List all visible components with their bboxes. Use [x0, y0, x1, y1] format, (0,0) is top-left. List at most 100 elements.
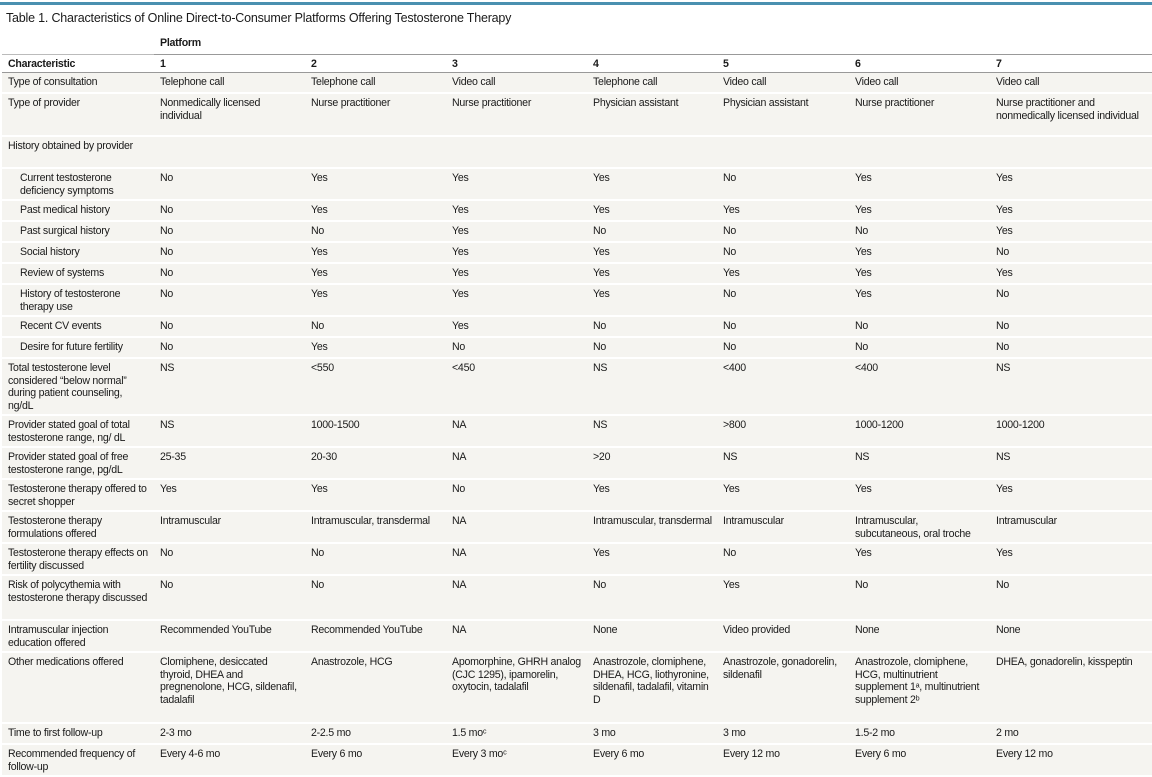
cell-platform-7: Yes — [990, 543, 1152, 576]
cell-platform-6: No — [849, 221, 990, 243]
cell-platform-6: Yes — [849, 284, 990, 317]
cell-platform-2: 20-30 — [305, 447, 446, 480]
cell-platform-5: Intramuscular — [717, 511, 849, 544]
row-label: Total testosterone level considered “bel… — [2, 358, 154, 416]
table-row: Desire for future fertility No Yes No No No No… — [2, 337, 1152, 359]
cell-platform-1: No — [154, 168, 305, 201]
cell-platform-4: Yes — [587, 200, 717, 222]
row-label: Current testosterone deficiency symptoms — [2, 168, 154, 201]
cell-platform-4: No — [587, 337, 717, 359]
cell-platform-1: NS — [154, 415, 305, 448]
cell-platform-3: Yes — [446, 221, 587, 243]
cell-platform-2: Yes — [305, 284, 446, 317]
cell-platform-5: Yes — [717, 200, 849, 222]
table-row: History obtained by provider — [2, 136, 1152, 169]
cell-platform-5: Yes — [717, 575, 849, 621]
table-row: Type of consultation Telephone call Teleph… — [2, 72, 1152, 94]
table-row: Review of systems No Yes Yes Yes Yes Yes Yes — [2, 263, 1152, 285]
row-label: Type of consultation — [2, 72, 154, 94]
cell-platform-7: None — [990, 620, 1152, 653]
cell-platform-1: 25-35 — [154, 447, 305, 480]
cell-platform-1: No — [154, 200, 305, 222]
cell-platform-7: DHEA, gonadorelin, kisspeptin — [990, 652, 1152, 724]
cell-platform-7: 2 mo — [990, 723, 1152, 745]
cell-platform-3: NA — [446, 575, 587, 621]
cell-platform-7: No — [990, 337, 1152, 359]
cell-platform-1: No — [154, 263, 305, 285]
cell-platform-2: No — [305, 543, 446, 576]
cell-platform-4: No — [587, 316, 717, 338]
cell-platform-3: NA — [446, 511, 587, 544]
cell-platform-4: Yes — [587, 168, 717, 201]
platform-header-7: 7 — [990, 54, 1152, 73]
cell-platform-5: No — [717, 242, 849, 264]
cell-platform-1: Clomiphene, desiccated thyroid, DHEA and… — [154, 652, 305, 724]
row-label: Desire for future fertility — [2, 337, 154, 359]
table-row: History of testosterone therapy use No Yes… — [2, 284, 1152, 317]
cell-platform-6: Yes — [849, 242, 990, 264]
table-row: Risk of polycythemia with testosterone t… — [2, 575, 1152, 621]
row-label: Provider stated goal of free testosteron… — [2, 447, 154, 480]
cell-platform-7: No — [990, 316, 1152, 338]
cell-platform-4: 3 mo — [587, 723, 717, 745]
cell-platform-5: <400 — [717, 358, 849, 416]
cell-platform-2: 2-2.5 mo — [305, 723, 446, 745]
cell-platform-5: No — [717, 221, 849, 243]
platform-header-2: 2 — [305, 54, 446, 73]
cell-platform-1 — [154, 136, 305, 169]
cell-platform-6: Yes — [849, 168, 990, 201]
cell-platform-5: Yes — [717, 263, 849, 285]
table-row: Testosterone therapy offered to secret s… — [2, 479, 1152, 512]
cell-platform-5: Yes — [717, 479, 849, 512]
platform-header-4: 4 — [587, 54, 717, 73]
cell-platform-2: No — [305, 316, 446, 338]
cell-platform-5: Anastrozole, gonadorelin, sildenafil — [717, 652, 849, 724]
cell-platform-2: Recommended YouTube — [305, 620, 446, 653]
row-label: History obtained by provider — [2, 136, 154, 169]
cell-platform-3 — [446, 136, 587, 169]
cell-platform-4: Yes — [587, 543, 717, 576]
row-label: Intramuscular injection education offere… — [2, 620, 154, 653]
cell-platform-2: Yes — [305, 242, 446, 264]
cell-platform-5: Video call — [717, 72, 849, 94]
cell-platform-4: Yes — [587, 284, 717, 317]
cell-platform-7 — [990, 136, 1152, 169]
cell-platform-2: Yes — [305, 200, 446, 222]
characteristic-header: Characteristic — [2, 54, 154, 73]
cell-platform-7: Yes — [990, 200, 1152, 222]
cell-platform-4: Every 6 mo — [587, 744, 717, 777]
cell-platform-5 — [717, 136, 849, 169]
cell-platform-6: No — [849, 575, 990, 621]
cell-platform-6: 1000-1200 — [849, 415, 990, 448]
cell-platform-7: Intramuscular — [990, 511, 1152, 544]
table-row: Recent CV events No No Yes No No No No — [2, 316, 1152, 338]
cell-platform-1: No — [154, 337, 305, 359]
table-row: Current testosterone deficiency symptoms… — [2, 168, 1152, 201]
cell-platform-3: NA — [446, 543, 587, 576]
cell-platform-3: Yes — [446, 263, 587, 285]
table-row: Provider stated goal of total testostero… — [2, 415, 1152, 448]
cell-platform-7: No — [990, 242, 1152, 264]
table-row: Social history No Yes Yes Yes No Yes No — [2, 242, 1152, 264]
table-row: Type of provider Nonmedically licensed in… — [2, 93, 1152, 137]
cell-platform-3: Yes — [446, 200, 587, 222]
cell-platform-1: Nonmedically licensed individual — [154, 93, 305, 137]
cell-platform-3: <450 — [446, 358, 587, 416]
table-row: Time to first follow-up 2-3 mo 2-2.5 mo 1.5… — [2, 723, 1152, 745]
cell-platform-5: No — [717, 316, 849, 338]
cell-platform-6: No — [849, 316, 990, 338]
cell-platform-4: Anastrozole, clomiphene, DHEA, HCG, liot… — [587, 652, 717, 724]
cell-platform-7: Video call — [990, 72, 1152, 94]
header-row-group: Platform — [2, 33, 1152, 55]
table-row: Testosterone therapy effects on fertilit… — [2, 543, 1152, 576]
cell-platform-1: No — [154, 543, 305, 576]
cell-platform-3: Video call — [446, 72, 587, 94]
cell-platform-1: No — [154, 316, 305, 338]
cell-platform-5: >800 — [717, 415, 849, 448]
cell-platform-6: Video call — [849, 72, 990, 94]
row-label: Testosterone therapy formulations offere… — [2, 511, 154, 544]
cell-platform-2: Intramuscular, transdermal — [305, 511, 446, 544]
cell-platform-7: Yes — [990, 263, 1152, 285]
table-row: Past surgical history No No Yes No No No Yes — [2, 221, 1152, 243]
cell-platform-4: >20 — [587, 447, 717, 480]
